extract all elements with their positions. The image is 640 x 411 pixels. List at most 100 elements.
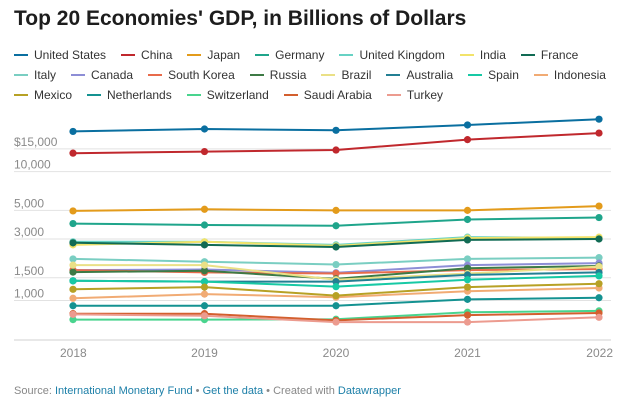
legend-swatch <box>533 74 548 76</box>
legend-label: Spain <box>488 68 519 82</box>
legend-label: Germany <box>275 48 325 62</box>
y-tick-label: 1,000 <box>14 286 44 300</box>
data-point <box>332 302 340 310</box>
data-point <box>595 272 603 280</box>
data-point <box>69 207 77 215</box>
legend-swatch <box>14 54 28 56</box>
data-point <box>69 285 77 293</box>
data-point <box>463 215 472 224</box>
legend-label: Japan <box>207 48 241 62</box>
legend-item: Russia <box>249 65 307 85</box>
data-point <box>332 222 340 230</box>
x-tick-label: 2021 <box>454 346 481 360</box>
legend-label: Brazil <box>341 68 372 82</box>
chart-title: Top 20 Economies' GDP, in Billions of Do… <box>14 7 467 30</box>
legend-item: Canada <box>71 65 133 85</box>
legend-swatch <box>186 94 201 96</box>
legend-swatch <box>339 54 354 56</box>
data-point <box>595 213 603 222</box>
legend-swatch <box>148 74 163 76</box>
legend-label: Switzerland <box>206 88 269 102</box>
legend-swatch <box>386 74 401 76</box>
data-point <box>69 268 77 276</box>
get-data-link[interactable]: Get the data <box>202 385 264 397</box>
legend-swatch <box>468 74 483 76</box>
legend-label: Italy <box>34 68 57 82</box>
data-point <box>463 283 472 291</box>
y-tick-label: 1,500 <box>14 264 44 278</box>
data-point <box>463 276 472 284</box>
data-point <box>332 260 340 269</box>
data-point <box>200 278 209 286</box>
x-tick-label: 2022 <box>586 346 613 360</box>
data-point <box>595 313 603 321</box>
legend-item: Japan <box>187 45 240 65</box>
data-point <box>332 243 340 251</box>
legend-item: United States <box>14 45 106 65</box>
legend-swatch <box>121 54 136 56</box>
legend-swatch <box>14 94 28 96</box>
legend-item: Italy <box>14 65 56 85</box>
legend-item: China <box>121 45 172 65</box>
datawrapper-link[interactable]: Datawrapper <box>337 385 401 397</box>
data-point <box>200 125 209 133</box>
y-tick-label: 3,000 <box>14 225 44 239</box>
legend-item: India <box>459 45 506 65</box>
data-point <box>69 316 77 324</box>
legend-label: South Korea <box>168 68 235 82</box>
source-link[interactable]: International Monetary Fund <box>54 385 193 397</box>
data-point <box>595 254 603 262</box>
data-point <box>69 219 77 228</box>
x-tick-label: 2019 <box>191 346 218 360</box>
legend-label: China <box>141 48 173 62</box>
data-point <box>595 280 603 288</box>
data-point <box>200 312 209 320</box>
data-point <box>69 261 77 269</box>
legend-label: Mexico <box>34 88 73 102</box>
data-point <box>595 235 603 243</box>
x-axis-ticks: 2018 2019 2020 2021 2022 <box>60 346 613 360</box>
data-point <box>463 206 472 214</box>
legend-item: Australia <box>386 65 453 85</box>
legend-item: Spain <box>468 65 519 85</box>
legend-item: Mexico <box>14 85 72 105</box>
data-point <box>463 318 472 326</box>
data-point <box>69 255 77 263</box>
data-point <box>463 255 472 263</box>
data-point <box>595 115 603 123</box>
footer-separator: • <box>195 385 200 397</box>
data-point <box>69 127 77 136</box>
y-axis-ticks: 1,000 1,500 3,000 5,000 10,000 $15,000 <box>14 135 58 301</box>
legend-swatch <box>14 74 28 76</box>
data-point <box>69 277 77 285</box>
legend-swatch <box>87 94 102 96</box>
legend-label: Netherlands <box>107 88 172 102</box>
legend-item: France <box>520 45 578 65</box>
data-point <box>69 239 77 247</box>
legend-swatch <box>71 74 86 76</box>
data-point <box>332 283 340 291</box>
data-point <box>332 269 340 278</box>
footer-separator: • <box>266 385 271 397</box>
created-with-label: Created with <box>273 385 335 397</box>
data-point <box>332 318 340 326</box>
legend-label: Indonesia <box>553 68 606 82</box>
data-point <box>69 294 77 302</box>
series-lines <box>69 115 603 326</box>
legend-label: Russia <box>269 68 307 82</box>
data-point <box>463 236 472 244</box>
chart-footer: Source: International Monetary Fund • Ge… <box>14 385 401 397</box>
data-point <box>69 149 77 157</box>
data-point <box>332 146 340 154</box>
data-point <box>200 261 209 269</box>
legend-item: Brazil <box>321 65 371 85</box>
data-point <box>463 264 472 272</box>
legend-swatch <box>459 54 474 56</box>
data-point <box>463 295 472 303</box>
data-point <box>595 129 603 137</box>
data-point <box>200 267 209 275</box>
legend-item: Netherlands <box>87 85 172 105</box>
data-point <box>463 121 472 129</box>
data-point <box>200 205 209 213</box>
x-tick-label: 2018 <box>60 346 87 360</box>
